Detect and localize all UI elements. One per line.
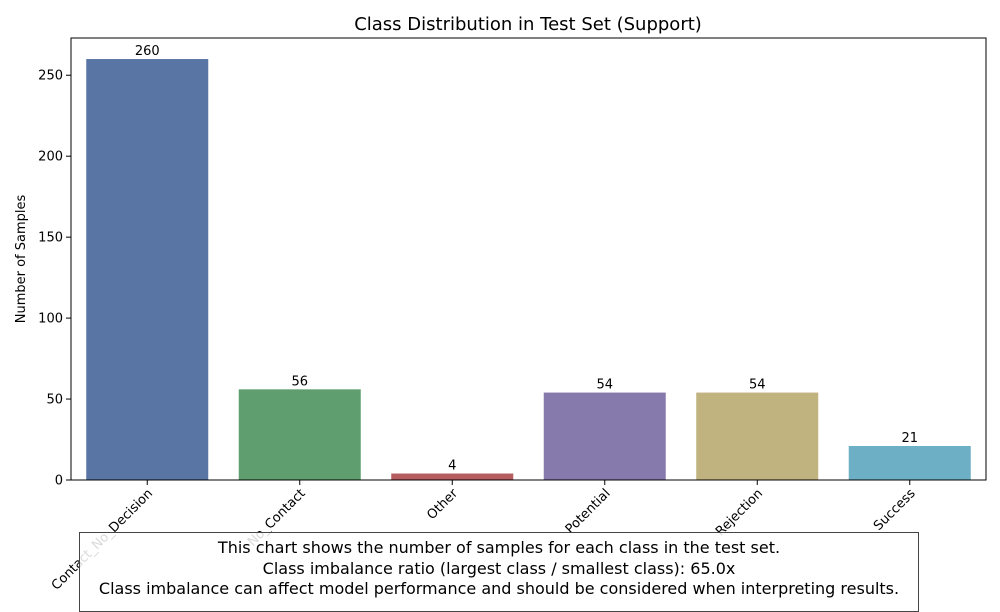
bar-value-label: 260 (135, 44, 160, 59)
bar-rejection (696, 392, 819, 480)
bar-potential (543, 392, 666, 480)
bar-value-label: 54 (596, 378, 613, 393)
x-tick-label: Success (871, 486, 919, 534)
caption-box: This chart shows the number of samples f… (79, 532, 919, 612)
x-tick-label: Potential (563, 486, 614, 537)
y-tick-label: 50 (46, 393, 63, 408)
bar-labels-layer: 260 56 4 54 54 21 (135, 44, 918, 473)
bar-other (391, 473, 514, 480)
bar-value-label: 56 (291, 374, 308, 389)
y-tick-label: 100 (38, 312, 63, 327)
chart-title: Class Distribution in Test Set (Support) (354, 14, 702, 35)
plot-frame (70, 37, 987, 481)
bar-no-contact (238, 389, 361, 480)
x-tick-label: Other (424, 486, 461, 523)
bar-value-label: 4 (448, 459, 456, 474)
bar-value-label: 21 (901, 431, 918, 446)
y-tick-label: 0 (55, 474, 63, 489)
caption-line-2: Class imbalance ratio (largest class / s… (262, 558, 736, 578)
bar-contact-no-decision (86, 59, 209, 481)
caption-line-1: This chart shows the number of samples f… (217, 538, 781, 557)
y-tick-label: 200 (38, 150, 63, 165)
y-tick-label: 250 (38, 69, 63, 84)
bars-layer (86, 59, 971, 481)
caption-line-3: Class imbalance can affect model perform… (98, 579, 900, 598)
y-axis-label: Number of Samples (14, 195, 29, 324)
bar-value-label: 54 (749, 378, 766, 393)
y-tick-label: 150 (38, 231, 63, 246)
bar-success (848, 446, 971, 480)
